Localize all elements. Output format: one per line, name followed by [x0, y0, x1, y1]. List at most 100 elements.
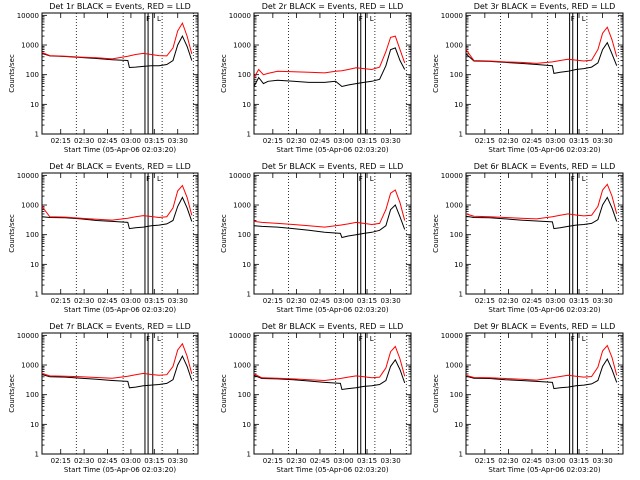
y-tick-label: 1: [247, 131, 251, 139]
x-tick-label: 03:00: [333, 137, 353, 145]
detector-panel: Det 6r BLACK = Events, RED = LLD F L 1 10 100…: [432, 162, 624, 314]
x-axis-label: Start Time (05-Apr-06 02:03:20): [488, 306, 600, 314]
x-tick-label: 03:15: [144, 297, 164, 305]
marker-label: L: [157, 15, 161, 23]
y-tick-label: 1: [459, 451, 463, 459]
panel-title: Det 5r BLACK = Events, RED = LLD: [262, 162, 404, 171]
marker-label: F: [146, 335, 150, 343]
x-tick-label: 03:00: [121, 457, 141, 465]
x-tick-label: 02:45: [97, 457, 117, 465]
x-tick-label: 02:45: [310, 297, 330, 305]
y-tick-label: 10: [30, 101, 39, 109]
lld-series-line: [253, 35, 406, 78]
x-tick-label: 02:15: [263, 137, 283, 145]
marker-label: F: [571, 15, 575, 23]
x-tick-label: 02:45: [310, 137, 330, 145]
x-tick-label: 02:15: [263, 457, 283, 465]
lld-series-line: [465, 26, 618, 64]
y-tick-label: 1: [459, 291, 463, 299]
marker-label: L: [582, 15, 586, 23]
y-axis-label: Counts/sec: [8, 54, 16, 93]
y-axis-label: Counts/sec: [432, 374, 440, 413]
plot-frame: [465, 12, 624, 135]
marker-label: L: [370, 15, 374, 23]
y-tick-label: 10: [454, 261, 463, 269]
x-axis-label: Start Time (05-Apr-06 02:03:20): [276, 306, 388, 314]
y-tick-label: 10000: [229, 12, 251, 20]
y-tick-label: 10000: [229, 172, 251, 180]
y-tick-label: 10: [242, 421, 251, 429]
y-axis-label: Counts/sec: [432, 214, 440, 253]
y-tick-label: 1000: [233, 42, 251, 50]
x-tick-label: 02:45: [310, 457, 330, 465]
y-tick-label: 10000: [441, 12, 463, 20]
x-tick-label: 03:30: [592, 297, 612, 305]
marker-label: L: [157, 175, 161, 183]
y-tick-label: 1: [35, 291, 39, 299]
detector-panel: Det 5r BLACK = Events, RED = LLD F L 1 10 100…: [220, 162, 412, 314]
lld-series-line: [465, 183, 618, 220]
y-tick-label: 10000: [441, 172, 463, 180]
y-tick-label: 10000: [17, 172, 39, 180]
lld-series-line: [253, 345, 406, 382]
events-series-line: [253, 358, 406, 391]
x-tick-label: 03:30: [168, 137, 188, 145]
y-tick-label: 10: [242, 101, 251, 109]
panel-title: Det 6r BLACK = Events, RED = LLD: [474, 162, 616, 171]
lld-series-line: [253, 189, 406, 228]
x-tick-label: 02:15: [51, 137, 71, 145]
plot-frame: [41, 12, 199, 135]
events-series-line: [465, 357, 618, 390]
detector-panel: Det 2r BLACK = Events, RED = LLD F L 1 10 100…: [220, 2, 412, 154]
x-tick-label: 03:00: [121, 137, 141, 145]
panel-title: Det 9r BLACK = Events, RED = LLD: [474, 322, 616, 331]
x-tick-label: 03:15: [357, 457, 377, 465]
plot-frame: [465, 332, 624, 455]
x-tick-label: 02:30: [286, 457, 306, 465]
events-series-line: [465, 196, 618, 230]
detector-panel: Det 9r BLACK = Events, RED = LLD F L 1 10 100…: [432, 322, 624, 474]
panel-title: Det 7r BLACK = Events, RED = LLD: [49, 322, 191, 331]
x-tick-label: 02:15: [51, 297, 71, 305]
y-tick-label: 1000: [21, 202, 39, 210]
y-tick-label: 1000: [445, 202, 463, 210]
y-tick-label: 100: [450, 391, 463, 399]
marker-label: F: [146, 175, 150, 183]
x-tick-label: 03:00: [333, 457, 353, 465]
y-tick-label: 1000: [233, 202, 251, 210]
panel-title: Det 1r BLACK = Events, RED = LLD: [49, 2, 191, 11]
x-axis-label: Start Time (05-Apr-06 02:03:20): [64, 306, 176, 314]
marker-label: F: [571, 335, 575, 343]
x-tick-label: 03:00: [333, 297, 353, 305]
panel-title: Det 3r BLACK = Events, RED = LLD: [474, 2, 616, 11]
x-tick-label: 03:15: [144, 457, 164, 465]
y-tick-label: 10000: [441, 332, 463, 340]
x-tick-label: 03:00: [121, 297, 141, 305]
x-tick-label: 02:45: [522, 137, 542, 145]
plot-frame: [253, 12, 412, 135]
x-axis-label: Start Time (05-Apr-06 02:03:20): [488, 146, 600, 154]
y-axis-label: Counts/sec: [432, 54, 440, 93]
marker-label: L: [582, 335, 586, 343]
detector-panel: Det 4r BLACK = Events, RED = LLD F L 1 10 100…: [8, 162, 199, 314]
y-axis-label: Counts/sec: [8, 214, 16, 253]
marker-label: F: [359, 15, 363, 23]
events-series-line: [41, 34, 193, 69]
y-axis-label: Counts/sec: [220, 214, 228, 253]
marker-label: F: [146, 15, 150, 23]
y-tick-label: 1000: [233, 362, 251, 370]
y-tick-label: 10000: [17, 12, 39, 20]
x-tick-label: 03:30: [380, 457, 400, 465]
marker-label: F: [571, 175, 575, 183]
y-tick-label: 100: [26, 231, 39, 239]
x-axis-label: Start Time (05-Apr-06 02:03:20): [488, 466, 600, 474]
y-tick-label: 1: [35, 451, 39, 459]
events-series-line: [253, 47, 406, 88]
y-tick-label: 1000: [21, 42, 39, 50]
x-tick-label: 03:15: [569, 297, 589, 305]
plot-frame: [465, 172, 624, 295]
x-tick-label: 03:30: [592, 457, 612, 465]
y-tick-label: 100: [26, 391, 39, 399]
y-tick-label: 100: [238, 231, 251, 239]
plot-frame: [41, 172, 199, 295]
